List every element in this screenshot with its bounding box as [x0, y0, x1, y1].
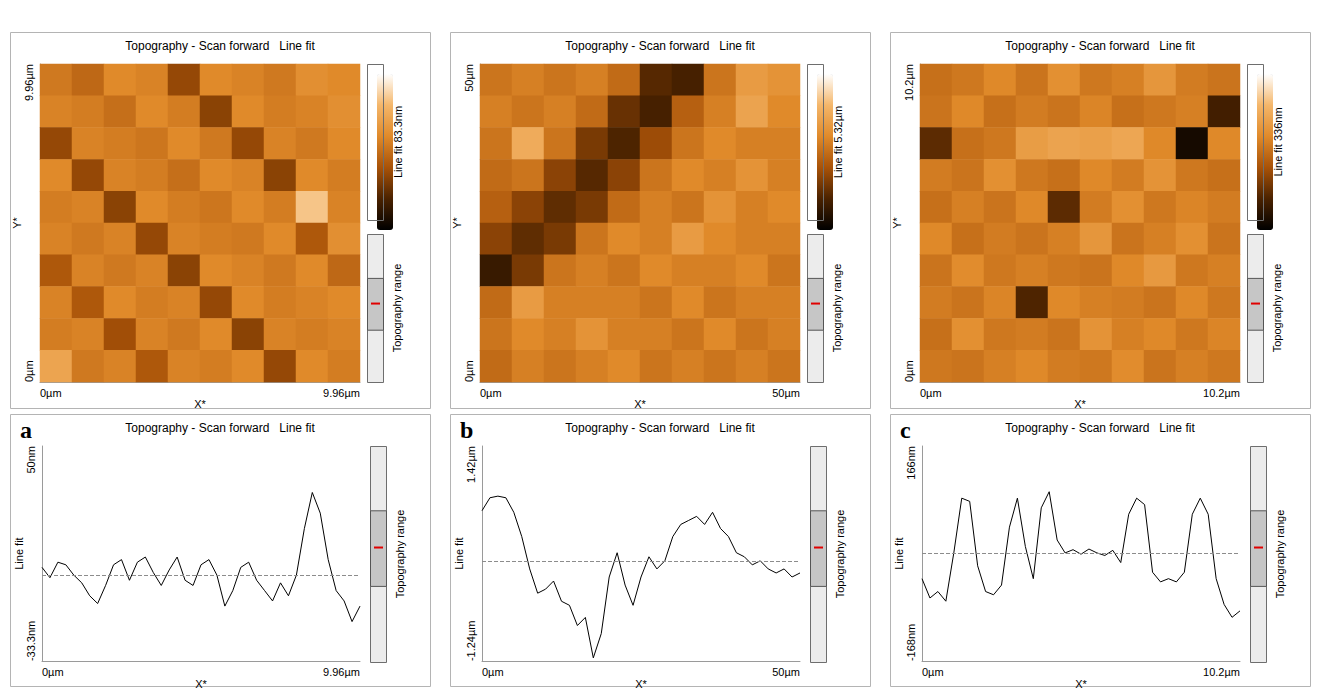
svg-text:Topography range: Topography range	[394, 510, 406, 599]
svg-text:1.42µm: 1.42µm	[465, 446, 477, 483]
svg-text:50µm: 50µm	[772, 666, 800, 678]
svg-text:Y*: Y*	[891, 216, 903, 228]
svg-text:Topography - Scan forward Li: Topography - Scan forward Line fit	[1005, 39, 1195, 53]
svg-text:Topography range: Topography range	[834, 510, 846, 599]
svg-text:Line fit 5.32µm: Line fit 5.32µm	[832, 106, 844, 178]
svg-text:Topography - Scan forward Li: Topography - Scan forward Line fit	[125, 39, 315, 53]
svg-text:X*: X*	[194, 398, 206, 410]
svg-text:Y*: Y*	[11, 216, 23, 228]
svg-text:Topography range: Topography range	[1271, 264, 1283, 353]
svg-text:0µm: 0µm	[40, 387, 62, 399]
svg-text:10.2µm: 10.2µm	[1203, 666, 1240, 678]
svg-text:9.96µm: 9.96µm	[23, 64, 35, 101]
svg-text:Line fit: Line fit	[893, 537, 905, 569]
svg-text:a: a	[20, 417, 32, 443]
svg-text:-1.24µm: -1.24µm	[465, 621, 477, 662]
svg-text:Topography range: Topography range	[1274, 510, 1286, 599]
svg-text:0µm: 0µm	[23, 360, 35, 382]
svg-text:10.2µm: 10.2µm	[1203, 387, 1240, 399]
svg-text:9.96µm: 9.96µm	[323, 666, 360, 678]
svg-text:50µm: 50µm	[772, 387, 800, 399]
svg-text:9.96µm: 9.96µm	[323, 387, 360, 399]
svg-text:-33.3nm: -33.3nm	[25, 621, 37, 661]
svg-text:X*: X*	[195, 678, 207, 690]
svg-text:b: b	[460, 417, 473, 443]
svg-text:Topography - Scan forward Li: Topography - Scan forward Line fit	[1005, 421, 1195, 435]
svg-text:Line fit: Line fit	[453, 537, 465, 569]
svg-text:-168nm: -168nm	[905, 624, 917, 661]
svg-text:Topography - Scan forward Li: Topography - Scan forward Line fit	[565, 39, 755, 53]
svg-text:X*: X*	[1074, 398, 1086, 410]
svg-text:0µm: 0µm	[922, 666, 944, 678]
svg-text:50nm: 50nm	[25, 446, 37, 474]
svg-text:Topography range: Topography range	[831, 264, 843, 353]
svg-text:166nm: 166nm	[905, 446, 917, 480]
svg-text:c: c	[900, 417, 911, 443]
svg-text:X*: X*	[1075, 678, 1087, 690]
svg-text:0µm: 0µm	[42, 666, 64, 678]
svg-text:X*: X*	[634, 398, 646, 410]
svg-text:50µm: 50µm	[463, 64, 475, 92]
svg-text:0µm: 0µm	[482, 666, 504, 678]
svg-text:Y*: Y*	[451, 216, 463, 228]
svg-text:10.2µm: 10.2µm	[903, 64, 915, 101]
svg-text:Topography - Scan forward Li: Topography - Scan forward Line fit	[565, 421, 755, 435]
svg-text:Topography - Scan forward Li: Topography - Scan forward Line fit	[125, 421, 315, 435]
svg-text:0µm: 0µm	[903, 360, 915, 382]
svg-text:0µm: 0µm	[920, 387, 942, 399]
svg-text:X*: X*	[635, 678, 647, 690]
svg-text:0µm: 0µm	[480, 387, 502, 399]
svg-text:Line fit 336nm: Line fit 336nm	[1272, 107, 1284, 176]
svg-text:Line fit 83.3nm: Line fit 83.3nm	[392, 106, 404, 178]
svg-text:Line fit: Line fit	[13, 537, 25, 569]
svg-text:Topography range: Topography range	[391, 264, 403, 353]
svg-text:0µm: 0µm	[463, 360, 475, 382]
